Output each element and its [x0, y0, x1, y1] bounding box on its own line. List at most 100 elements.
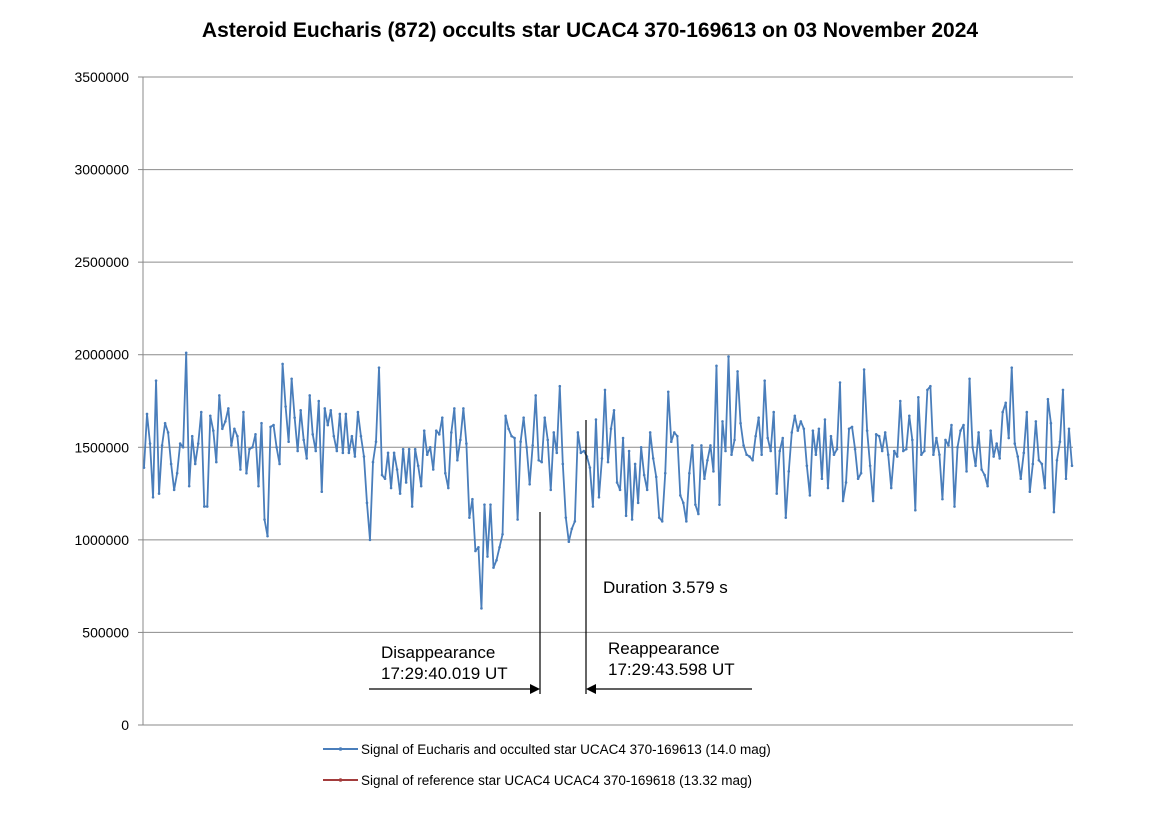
data-point: [1037, 458, 1041, 462]
data-point: [618, 488, 622, 492]
data-point: [838, 381, 842, 384]
data-point: [163, 421, 167, 425]
data-point: [682, 501, 685, 505]
data-point: [552, 431, 556, 434]
data-point: [1019, 477, 1023, 481]
data-point: [398, 492, 402, 495]
data-point: [516, 518, 519, 521]
data-point: [380, 473, 384, 477]
data-point: [260, 421, 263, 425]
data-point: [760, 453, 763, 456]
data-point: [154, 379, 158, 382]
data-point: [772, 410, 776, 414]
occultation-annotations: Duration 3.579 s Disappearance 17:29:40.…: [369, 420, 752, 694]
data-point: [832, 453, 836, 456]
data-point: [239, 468, 242, 471]
data-point: [901, 449, 905, 453]
data-point: [465, 442, 468, 445]
data-point: [1052, 510, 1056, 514]
data-point: [811, 429, 815, 432]
data-point: [480, 607, 483, 610]
data-point: [178, 442, 182, 445]
data-point: [802, 427, 806, 431]
data-point: [495, 558, 498, 562]
data-point: [645, 488, 649, 492]
data-point: [1046, 397, 1050, 401]
data-point: [624, 514, 628, 518]
data-point: [799, 420, 803, 423]
data-point: [615, 481, 619, 484]
disappearance-label: Disappearance: [381, 643, 495, 662]
data-point: [422, 429, 426, 432]
data-point: [510, 434, 513, 438]
data-point: [944, 438, 947, 442]
data-point: [688, 471, 691, 475]
data-point: [513, 436, 516, 440]
data-point: [504, 414, 507, 418]
legend-marker-reference: [338, 778, 343, 782]
data-point: [835, 447, 839, 451]
data-point: [353, 455, 357, 458]
data-point: [998, 457, 1001, 460]
data-point: [923, 449, 926, 453]
data-point: [377, 366, 381, 369]
data-point: [468, 516, 471, 519]
data-point: [281, 362, 284, 366]
data-point: [992, 455, 995, 458]
data-point: [419, 484, 423, 488]
data-point: [341, 451, 345, 455]
data-point: [564, 516, 568, 519]
data-point: [296, 449, 299, 453]
data-point: [326, 423, 330, 427]
data-point: [1049, 421, 1053, 425]
data-point: [172, 488, 176, 492]
data-point: [859, 471, 863, 475]
data-point: [920, 453, 923, 456]
data-point: [350, 434, 354, 438]
data-point: [663, 471, 667, 475]
data-point: [498, 545, 501, 549]
data-point: [1067, 427, 1071, 431]
data-point: [1004, 401, 1008, 405]
data-point: [311, 433, 315, 436]
data-point: [974, 464, 977, 468]
data-point: [181, 445, 185, 449]
data-point: [706, 458, 709, 462]
disappearance-time: 17:29:40.019 UT: [381, 664, 508, 683]
data-point: [917, 396, 920, 399]
data-point: [709, 444, 712, 447]
data-point: [1013, 442, 1017, 445]
data-point: [519, 440, 522, 444]
data-point: [1010, 366, 1014, 369]
data-point: [823, 418, 827, 421]
data-point: [914, 508, 917, 512]
data-point: [691, 444, 694, 447]
data-point: [654, 475, 658, 479]
data-point: [576, 431, 580, 434]
data-point: [233, 427, 236, 431]
data-point: [148, 442, 152, 445]
data-point: [561, 462, 565, 466]
data-point: [700, 444, 703, 447]
data-point: [218, 394, 221, 397]
data-point: [329, 408, 333, 412]
legend-item-reference: Signal of reference star UCAC4 UCAC4 370…: [323, 773, 752, 788]
data-point: [676, 434, 679, 438]
data-point: [434, 429, 438, 432]
data-point: [254, 433, 257, 436]
data-point: [594, 418, 598, 421]
data-point: [558, 384, 562, 388]
data-point: [666, 390, 670, 394]
data-point: [166, 431, 170, 434]
data-point: [941, 497, 944, 501]
data-point: [308, 394, 312, 397]
data-point: [236, 434, 239, 438]
data-point: [202, 505, 206, 508]
data-point: [694, 503, 697, 506]
data-point: [712, 470, 715, 473]
data-point: [648, 431, 652, 434]
data-point: [898, 399, 902, 403]
data-point: [175, 471, 179, 475]
data-point: [727, 355, 730, 358]
data-point: [938, 453, 941, 456]
